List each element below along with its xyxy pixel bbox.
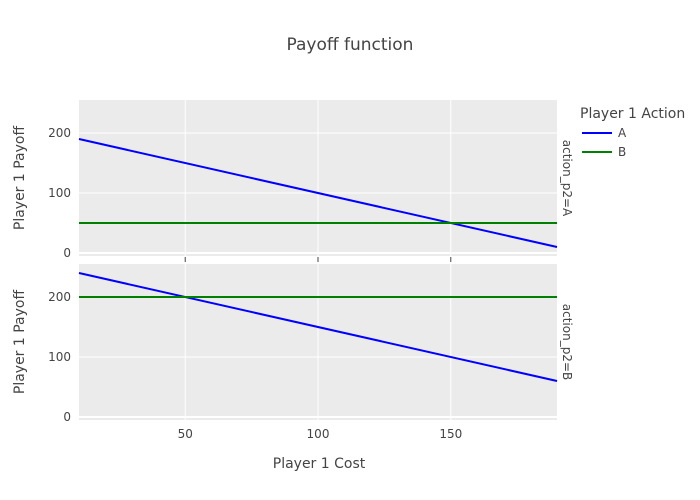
x-axis-title: Player 1 Cost <box>273 456 366 472</box>
x-tick-label: 100 <box>307 427 330 441</box>
facet-label: action_p2=B <box>560 304 574 380</box>
legend-item-B[interactable]: B <box>582 145 626 159</box>
y-tick-label: 0 <box>63 410 71 424</box>
facet-panel-0: 0 100 200 Player 1 Payoff action_p2=A <box>12 100 574 260</box>
y-tick-label: 100 <box>48 186 71 200</box>
legend-title: Player 1 Action <box>580 106 685 122</box>
legend-item-A[interactable]: A <box>582 126 627 140</box>
y-tick-label: 0 <box>63 246 71 260</box>
x-tick-label: 150 <box>439 427 462 441</box>
series-line-A[interactable] <box>78 272 558 382</box>
chart-title: Payoff function <box>287 35 414 55</box>
legend-label: A <box>618 126 627 140</box>
x-axis-ticks: 50 100 150 <box>178 257 462 441</box>
series-line-A[interactable] <box>78 138 558 248</box>
y-tick-label: 100 <box>48 350 71 364</box>
legend-label: B <box>618 145 626 159</box>
facet-label: action_p2=A <box>560 140 574 217</box>
y-axis-title: Player 1 Payoff <box>12 126 28 231</box>
legend[interactable]: Player 1 Action AB <box>580 106 685 159</box>
x-tick-label: 50 <box>178 427 193 441</box>
y-tick-label: 200 <box>48 126 71 140</box>
facet-panel-1: 0 100 200 Player 1 Payoff action_p2=B <box>12 264 574 424</box>
y-axis-title: Player 1 Payoff <box>12 290 28 395</box>
facet-panels: 0 100 200 Player 1 Payoff action_p2=A 0 100 200… <box>12 100 574 424</box>
y-tick-label: 200 <box>48 290 71 304</box>
